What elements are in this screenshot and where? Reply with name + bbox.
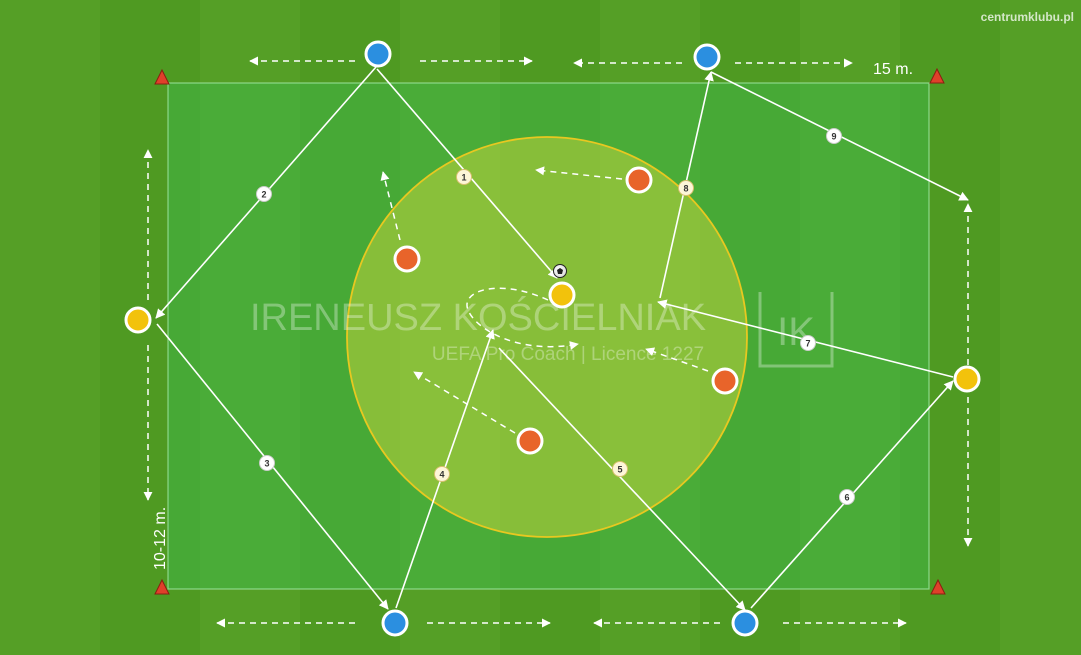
pass-number-2: 2 (261, 190, 266, 200)
dimension-height-label: 10-12 m. (152, 507, 169, 570)
pass-badge-6: 6 (839, 489, 855, 505)
pass-badge-5: 5 (612, 461, 628, 477)
cone-icon (154, 68, 170, 85)
yellow-player (953, 365, 981, 393)
pass-badge-7: 7 (800, 335, 816, 351)
blue-player (693, 43, 721, 71)
blue-player (731, 609, 759, 637)
pass-number-1: 1 (461, 173, 466, 183)
watermark: IRENEUSZ KOŚCIELNIAK UEFA Pro Coach | Li… (250, 292, 834, 368)
pass-badge-3: 3 (259, 455, 275, 471)
movement-arrows-outer (143, 56, 973, 628)
pass-number-4: 4 (439, 470, 444, 480)
blue-players (364, 40, 759, 637)
orange-player (711, 367, 739, 395)
pass-number-9: 9 (831, 132, 836, 142)
pass-number-5: 5 (617, 465, 622, 475)
pass-badge-9: 9 (826, 128, 842, 144)
orange-player (516, 427, 544, 455)
pass-number-7: 7 (805, 339, 810, 349)
pass-number-3: 3 (264, 459, 269, 469)
pass-number-6: 6 (844, 493, 849, 503)
yellow-player (124, 306, 152, 334)
pass-badge-2: 2 (256, 186, 272, 202)
pass-badge-4: 4 (434, 466, 450, 482)
orange-player (393, 245, 421, 273)
pass-badges: 1 2 3 4 5 6 7 8 (256, 128, 855, 505)
orange-players (393, 166, 739, 455)
central-zone-circle (346, 136, 748, 538)
ball-icon (553, 264, 567, 278)
pass-badge-8: 8 (678, 180, 694, 196)
cones (154, 67, 946, 595)
pass-badge-1: 1 (456, 169, 472, 185)
blue-player (364, 40, 392, 68)
watermark-name: IRENEUSZ KOŚCIELNIAK (250, 294, 706, 339)
yellow-players (124, 281, 981, 393)
blue-player (381, 609, 409, 637)
cone-icon (154, 578, 170, 595)
orange-player (625, 166, 653, 194)
yellow-player (548, 281, 576, 309)
cone-icon (929, 67, 945, 84)
dimension-width-label: 15 m. (873, 61, 913, 78)
pass-number-8: 8 (683, 184, 688, 194)
movement-arrows-inner (380, 166, 709, 434)
cone-icon (930, 578, 946, 595)
site-label: centrumklubu.pl (981, 10, 1074, 24)
